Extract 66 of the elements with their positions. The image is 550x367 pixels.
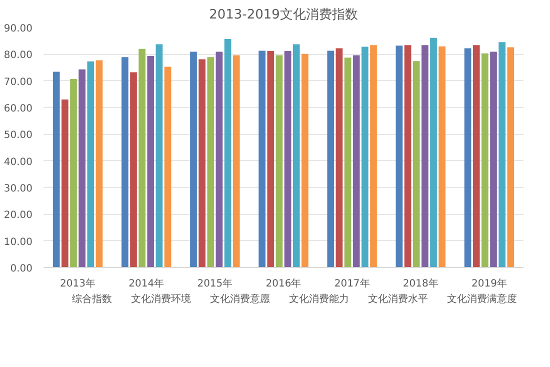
- bar: [352, 55, 360, 268]
- bar: [122, 57, 128, 268]
- y-tick-label: 90.00: [4, 24, 33, 34]
- x-tick-label: 2013年: [60, 278, 96, 290]
- bar: [62, 100, 68, 268]
- bar: [258, 50, 266, 268]
- bar: [430, 38, 437, 268]
- bar: [207, 57, 214, 268]
- bar: [302, 54, 308, 268]
- bar: [198, 59, 206, 268]
- y-tick-label: 10.00: [4, 236, 33, 248]
- bar: [276, 55, 283, 268]
- bar: [507, 47, 514, 268]
- y-tick-label: 60.00: [4, 104, 33, 114]
- x-tick-label: 2014年: [128, 278, 164, 290]
- bar: [438, 46, 446, 268]
- bar: [422, 45, 428, 268]
- bar: [472, 45, 480, 268]
- bar: [96, 60, 103, 268]
- x-tick-label: 2019年: [471, 278, 507, 290]
- chart-title: 2013-2019文化消费指数: [209, 8, 358, 22]
- y-tick-label: 50.00: [4, 130, 33, 142]
- bar: [336, 48, 343, 268]
- bar: [327, 50, 334, 268]
- x-tick-label: 2016年: [266, 278, 302, 290]
- x-tick-label: 2015年: [197, 278, 233, 290]
- bar: [147, 56, 154, 268]
- bar: [138, 48, 146, 268]
- bar: [156, 44, 163, 268]
- bar: [464, 48, 472, 268]
- y-tick-label: 30.00: [4, 184, 33, 194]
- y-tick-label: 0.00: [10, 264, 32, 274]
- bar: [404, 45, 412, 268]
- bar: [344, 58, 352, 268]
- bar: [190, 52, 197, 268]
- text: 文化消费能力: [289, 292, 349, 306]
- bar: [224, 38, 232, 268]
- bar: [412, 61, 420, 268]
- y-tick-label: 70.00: [4, 76, 33, 88]
- bar: [232, 55, 240, 268]
- bar: [164, 66, 172, 268]
- y-tick-label: 80.00: [4, 50, 33, 62]
- bar: [284, 50, 292, 268]
- bar: [70, 78, 77, 268]
- bar: [396, 46, 403, 268]
- y-tick-label: 40.00: [4, 156, 33, 168]
- bar: [52, 72, 60, 268]
- bar: [267, 50, 274, 268]
- text: 文化消费环境: [131, 292, 191, 306]
- bar: [216, 52, 223, 268]
- y-tick-label: 20.00: [4, 210, 33, 222]
- bar: [482, 53, 488, 268]
- bar: [130, 72, 137, 268]
- x-tick-label: 2017年: [334, 278, 370, 290]
- bar: [362, 46, 368, 268]
- bar: [498, 42, 506, 268]
- text: 文化消费满意度: [447, 292, 517, 306]
- bar: [87, 61, 94, 268]
- bar: [292, 44, 300, 268]
- text: 文化消费意愿: [210, 292, 270, 306]
- text: 文化消费水平: [368, 292, 428, 306]
- x-tick-label: 2018年: [402, 278, 438, 290]
- bar: [370, 45, 377, 268]
- bar: [78, 69, 86, 268]
- bar: [490, 52, 497, 268]
- text: 综合指数: [72, 292, 112, 306]
